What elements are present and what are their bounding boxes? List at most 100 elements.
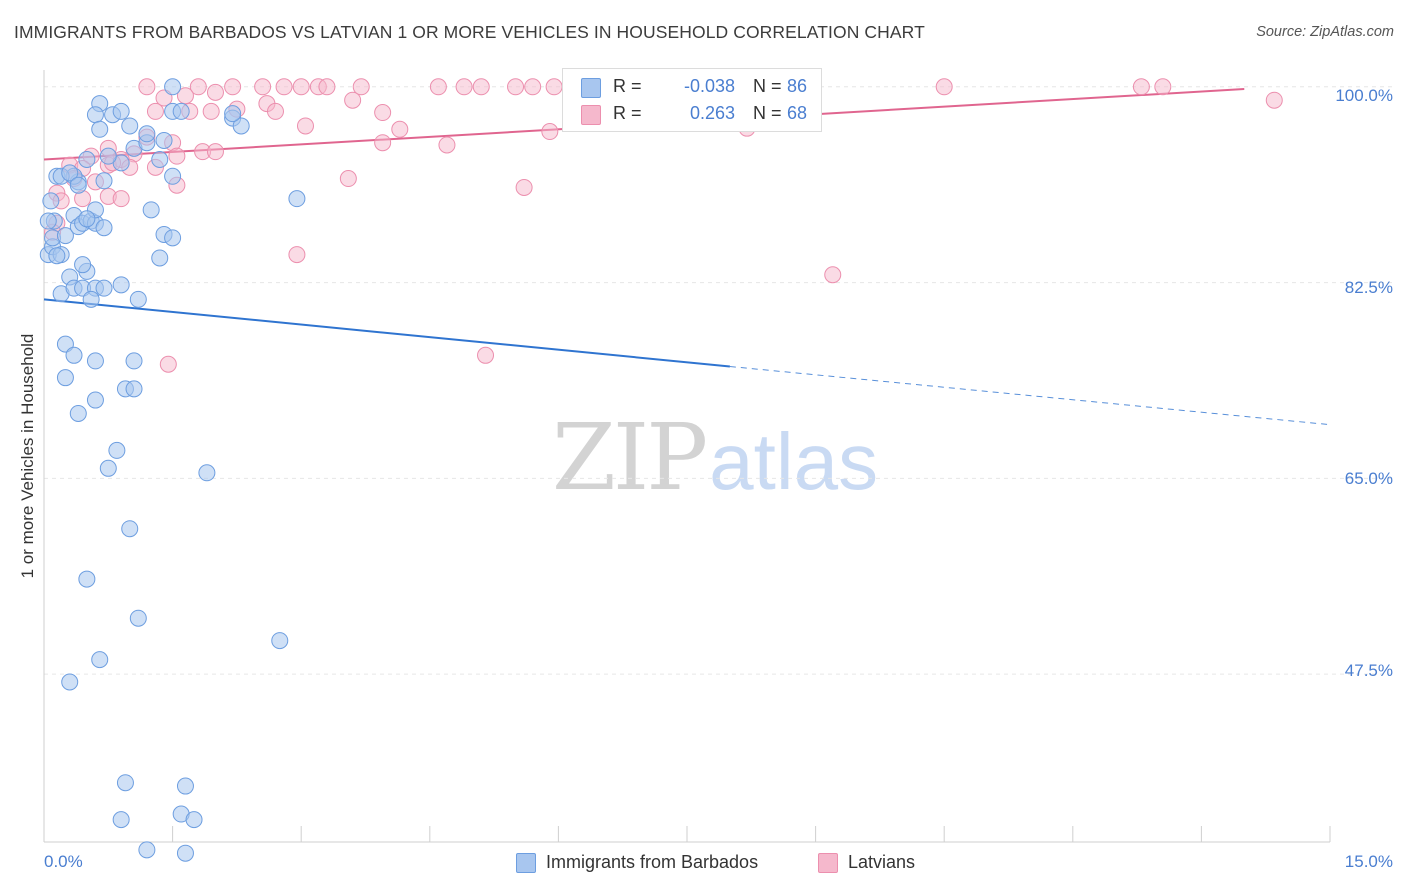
grid-layer <box>44 86 1394 675</box>
legend-swatch-pink <box>581 105 601 125</box>
data-point-barbados <box>112 811 130 829</box>
data-point-latvians <box>545 78 563 96</box>
data-point-latvians <box>438 136 456 154</box>
source-label[interactable]: Source: ZipAtlas.com <box>1256 24 1394 40</box>
data-point-latvians <box>288 246 306 264</box>
legend-label: Latvians <box>848 852 916 872</box>
data-point-latvians <box>206 83 224 101</box>
data-point-latvians <box>374 134 392 152</box>
data-point-latvians <box>515 178 533 196</box>
data-point-latvians <box>168 147 186 165</box>
data-point-barbados <box>142 201 160 219</box>
data-point-barbados <box>138 125 156 143</box>
data-point-latvians <box>266 102 284 120</box>
data-point-barbados <box>86 106 104 124</box>
data-point-latvians <box>935 78 953 96</box>
data-point-latvians <box>339 170 357 188</box>
trend-layer <box>43 88 1331 426</box>
data-point-barbados <box>91 120 109 138</box>
data-point-latvians <box>138 78 156 96</box>
r-value: -0.038 <box>683 76 735 96</box>
n-value: 68 <box>787 103 808 123</box>
data-point-latvians <box>189 78 207 96</box>
data-point-barbados <box>138 841 156 859</box>
data-point-latvians <box>296 117 314 135</box>
data-point-barbados <box>176 777 194 795</box>
data-point-barbados <box>74 256 92 274</box>
data-point-barbados <box>39 212 57 230</box>
data-point-barbados <box>176 844 194 862</box>
correlation-legend: R = -0.038 N = 86 R = 0.263 N = 68 <box>562 68 822 132</box>
data-point-barbados <box>61 164 79 182</box>
n-label: N = <box>753 76 782 96</box>
data-point-barbados <box>86 391 104 409</box>
data-point-barbados <box>82 290 100 308</box>
data-point-barbados <box>288 190 306 208</box>
x-tick-label: 15.0% <box>1344 852 1393 871</box>
data-point-latvians <box>318 78 336 96</box>
n-value: 86 <box>787 76 808 96</box>
data-point-latvians <box>374 104 392 122</box>
legend-swatch-blue <box>516 853 536 873</box>
data-point-barbados <box>56 335 74 353</box>
watermark-zip: ZIP <box>552 404 708 511</box>
data-point-latvians <box>541 123 559 141</box>
data-point-barbados <box>121 117 139 135</box>
data-point-latvians <box>524 78 542 96</box>
data-point-barbados <box>232 117 250 135</box>
y-tick-label: 100.0% <box>1335 86 1393 105</box>
data-point-barbados <box>48 247 66 265</box>
data-point-barbados <box>112 102 130 120</box>
data-point-latvians <box>455 78 473 96</box>
data-point-barbados <box>69 176 87 194</box>
data-point-barbados <box>78 210 96 228</box>
data-point-latvians <box>202 102 220 120</box>
data-point-latvians <box>292 78 310 96</box>
data-point-latvians <box>146 102 164 120</box>
data-point-barbados <box>69 404 87 422</box>
data-point-barbados <box>86 352 104 370</box>
data-point-barbados <box>125 380 143 398</box>
y-tick-label: 65.0% <box>1344 469 1393 488</box>
data-point-barbados <box>116 774 134 792</box>
data-point-barbados <box>56 227 74 245</box>
chart-title: IMMIGRANTS FROM BARBADOS VS LATVIAN 1 OR… <box>14 22 925 42</box>
data-point-barbados <box>271 632 289 650</box>
legend-swatch-pink <box>818 853 838 873</box>
data-point-barbados <box>129 609 147 627</box>
data-point-barbados <box>151 151 169 169</box>
x-tick-label: 0.0% <box>44 852 83 871</box>
data-point-barbados <box>129 290 147 308</box>
data-point-latvians <box>352 78 370 96</box>
y-tick-label: 47.5% <box>1344 661 1393 680</box>
data-point-latvians <box>224 78 242 96</box>
zipatlas-watermark: ZIPatlas <box>552 404 878 511</box>
data-point-latvians <box>176 87 194 105</box>
data-point-barbados <box>108 441 126 459</box>
n-label: N = <box>753 103 782 123</box>
data-point-barbados <box>95 279 113 297</box>
data-point-barbados <box>151 249 169 267</box>
data-point-latvians <box>112 190 130 208</box>
r-label: R = <box>613 103 642 123</box>
data-point-latvians <box>206 143 224 161</box>
data-point-barbados <box>56 369 74 387</box>
data-point-latvians <box>429 78 447 96</box>
data-point-barbados <box>121 520 139 538</box>
data-point-barbados <box>198 464 216 482</box>
data-point-latvians <box>507 78 525 96</box>
y-tick-label: 82.5% <box>1344 278 1393 297</box>
points-layer <box>39 78 1283 862</box>
data-point-barbados <box>65 346 83 364</box>
data-point-latvians <box>472 78 490 96</box>
data-point-latvians <box>391 120 409 138</box>
y-axis-label: 1 or more Vehicles in Household <box>18 333 37 579</box>
data-point-latvians <box>344 91 362 109</box>
data-point-barbados <box>164 229 182 247</box>
data-point-latvians <box>275 78 293 96</box>
trendline-barbados-extrapolated <box>729 365 1331 426</box>
data-point-latvians <box>1265 91 1283 109</box>
trendline-barbados <box>43 298 730 368</box>
data-point-barbados <box>95 219 113 237</box>
